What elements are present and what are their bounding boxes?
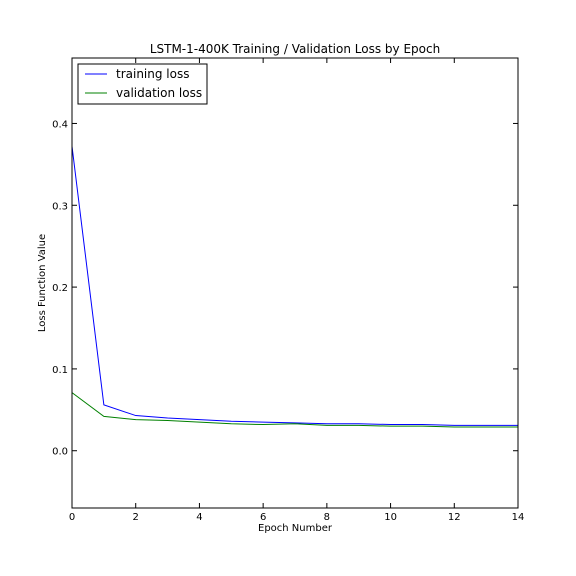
y-tick-label: 0.0 xyxy=(52,447,68,458)
y-tick-label: 0.1 xyxy=(52,365,68,376)
legend-frame xyxy=(77,63,208,105)
x-axis-label: Epoch Number xyxy=(258,523,333,534)
axis-ticks: 0 2 4 6 8 10 12 14 0.0 0.1 0.2 0.3 0.4 xyxy=(52,58,524,523)
x-tick-label: 2 xyxy=(133,512,139,523)
y-tick-label: 0.4 xyxy=(52,119,68,130)
plot-frame xyxy=(71,57,519,509)
y-tick-label: 0.3 xyxy=(52,201,68,212)
x-tick-label: 12 xyxy=(448,512,461,523)
legend-label-training: training loss xyxy=(116,67,189,81)
x-tick-label: 0 xyxy=(69,512,75,523)
x-tick-label: 8 xyxy=(324,512,330,523)
chart-title: LSTM-1-400K Training / Validation Loss b… xyxy=(150,42,440,56)
x-tick-label: 10 xyxy=(384,512,397,523)
series-lines xyxy=(71,146,518,428)
legend: training loss validation loss xyxy=(77,63,208,105)
legend-label-validation: validation loss xyxy=(116,86,202,100)
x-tick-label: 6 xyxy=(260,512,266,523)
training-loss-line xyxy=(71,146,518,426)
x-tick-label: 14 xyxy=(512,512,525,523)
y-tick-label: 0.2 xyxy=(52,283,68,294)
validation-loss-line xyxy=(71,392,518,428)
y-axis-label: Loss Function Value xyxy=(37,234,48,332)
x-tick-label: 4 xyxy=(196,512,202,523)
